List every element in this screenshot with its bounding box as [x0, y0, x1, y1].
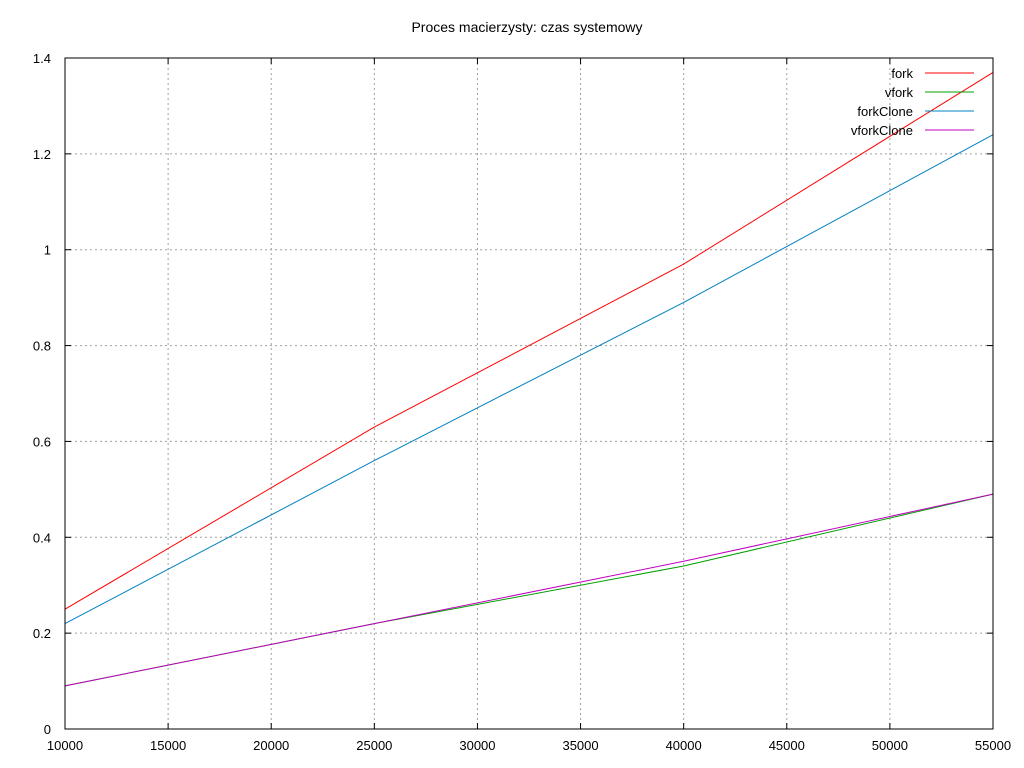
x-tick-label: 25000 — [356, 738, 392, 753]
y-tick-label: 1.2 — [33, 147, 51, 162]
x-tick-label: 30000 — [459, 738, 495, 753]
legend: fork vfork forkClone vforkClone — [851, 66, 974, 138]
y-tick-label: 1 — [44, 243, 51, 258]
legend-label-forkClone: forkClone — [857, 104, 913, 119]
y-tick-label: 0.6 — [33, 434, 51, 449]
y-tick-label: 1.4 — [33, 51, 51, 66]
x-tick-label: 50000 — [872, 738, 908, 753]
y-tick-label: 0.8 — [33, 339, 51, 354]
series-line-fork — [64, 71, 994, 610]
x-tick-label: 15000 — [150, 738, 186, 753]
x-tick-label: 35000 — [562, 738, 598, 753]
legend-label-fork: fork — [891, 66, 913, 81]
x-tick-label: 55000 — [975, 738, 1011, 753]
series-line-forkClone — [64, 134, 994, 625]
series-line-vforkClone — [64, 493, 994, 687]
legend-label-vfork: vfork — [885, 85, 914, 100]
y-tick-label: 0.4 — [33, 530, 51, 545]
series-line-vfork — [64, 493, 994, 687]
x-tick-label: 10000 — [47, 738, 83, 753]
grid — [65, 58, 993, 729]
series-layer — [64, 71, 994, 687]
x-tick-label: 45000 — [769, 738, 805, 753]
chart-title: Proces macierzysty: czas systemowy — [411, 19, 642, 35]
plot-frame — [64, 57, 994, 730]
x-tick-label: 40000 — [666, 738, 702, 753]
x-tick-label: 20000 — [253, 738, 289, 753]
y-tick-label: 0.2 — [33, 626, 51, 641]
y-tick-label: 0 — [44, 722, 51, 737]
axes: 10000 15000 20000 25000 30000 35000 40000 45000… — [33, 51, 1011, 753]
legend-label-vforkClone: vforkClone — [851, 123, 913, 138]
